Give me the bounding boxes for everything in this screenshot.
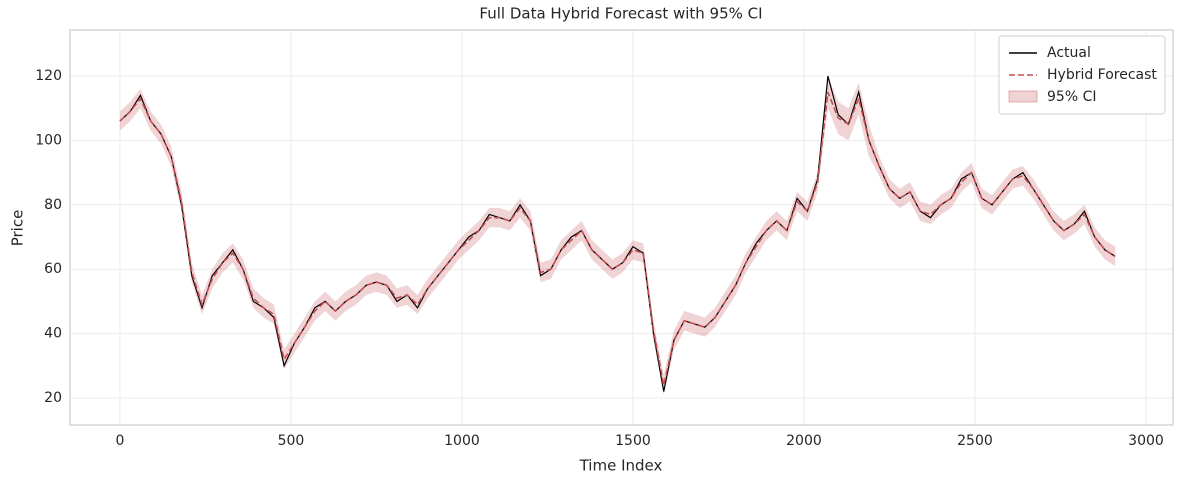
y-tick-label: 80: [44, 197, 62, 213]
y-tick-label: 20: [44, 390, 62, 406]
x-axis-label: Time Index: [579, 457, 663, 475]
chart-title: Full Data Hybrid Forecast with 95% CI: [479, 5, 762, 23]
x-tick-label: 1500: [615, 433, 651, 449]
legend-box: [998, 35, 1166, 115]
legend-label: 95% CI: [1047, 89, 1096, 105]
plot-frame: [69, 29, 1174, 426]
y-axis-label: Price: [9, 210, 27, 247]
y-tick-label: 100: [35, 132, 62, 148]
y-tick-label: 40: [44, 326, 62, 342]
x-tick-label: 2500: [957, 433, 993, 449]
x-tick-label: 500: [278, 433, 305, 449]
y-tick-label: 60: [44, 261, 62, 277]
x-tick-label: 0: [115, 433, 124, 449]
x-tick-label: 1000: [444, 433, 480, 449]
y-tick-label: 120: [35, 68, 62, 84]
x-tick-label: 3000: [1128, 433, 1164, 449]
legend-label: Actual: [1047, 45, 1091, 61]
x-tick-label: 2000: [786, 433, 822, 449]
legend-label: Hybrid Forecast: [1047, 67, 1157, 83]
legend-swatch: [1008, 90, 1038, 103]
series-line: [119, 91, 1116, 386]
